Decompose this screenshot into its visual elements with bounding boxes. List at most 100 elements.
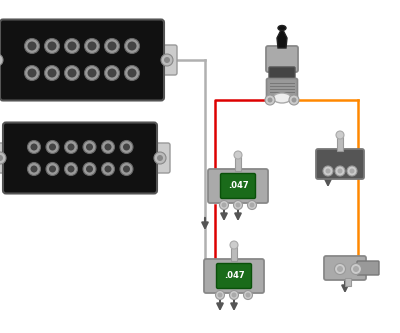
FancyBboxPatch shape: [0, 143, 10, 173]
Circle shape: [24, 66, 40, 81]
Circle shape: [108, 42, 116, 51]
Circle shape: [28, 163, 40, 175]
Circle shape: [102, 141, 114, 154]
Circle shape: [104, 39, 120, 54]
Circle shape: [289, 95, 299, 105]
Circle shape: [128, 42, 136, 51]
Circle shape: [123, 166, 130, 172]
FancyBboxPatch shape: [157, 45, 177, 75]
FancyBboxPatch shape: [0, 45, 7, 75]
Circle shape: [104, 144, 112, 151]
FancyBboxPatch shape: [3, 123, 157, 193]
Circle shape: [338, 168, 342, 173]
FancyBboxPatch shape: [216, 263, 252, 288]
Circle shape: [230, 241, 238, 249]
Circle shape: [123, 144, 130, 151]
Circle shape: [88, 42, 96, 51]
Bar: [231, 245, 237, 261]
Circle shape: [84, 39, 100, 54]
Polygon shape: [277, 28, 287, 48]
FancyBboxPatch shape: [266, 46, 298, 72]
Circle shape: [64, 66, 80, 81]
Text: .047: .047: [224, 271, 244, 280]
FancyBboxPatch shape: [357, 261, 379, 275]
FancyBboxPatch shape: [150, 143, 170, 173]
Circle shape: [350, 263, 362, 274]
FancyBboxPatch shape: [208, 169, 268, 203]
Circle shape: [336, 131, 344, 139]
Circle shape: [124, 66, 140, 81]
Ellipse shape: [273, 93, 291, 103]
FancyBboxPatch shape: [204, 259, 264, 293]
Circle shape: [64, 163, 78, 175]
Circle shape: [334, 263, 346, 274]
Circle shape: [48, 42, 56, 51]
Circle shape: [68, 144, 74, 151]
Circle shape: [0, 54, 3, 66]
Circle shape: [268, 98, 272, 103]
Circle shape: [292, 98, 296, 103]
Circle shape: [49, 144, 56, 151]
FancyBboxPatch shape: [316, 149, 364, 179]
Circle shape: [84, 66, 100, 81]
Circle shape: [124, 39, 140, 54]
Circle shape: [337, 266, 343, 272]
Circle shape: [88, 69, 96, 78]
FancyBboxPatch shape: [324, 256, 366, 280]
Bar: [337, 135, 343, 151]
Circle shape: [108, 69, 116, 78]
Circle shape: [236, 202, 240, 207]
Circle shape: [250, 202, 254, 207]
Circle shape: [44, 66, 60, 81]
Circle shape: [218, 292, 222, 297]
Circle shape: [244, 290, 252, 299]
Circle shape: [265, 95, 275, 105]
Circle shape: [24, 39, 40, 54]
FancyBboxPatch shape: [266, 79, 298, 98]
FancyBboxPatch shape: [0, 20, 164, 101]
Bar: [345, 278, 351, 286]
Circle shape: [120, 163, 133, 175]
Circle shape: [222, 202, 226, 207]
Circle shape: [104, 166, 112, 172]
Circle shape: [44, 39, 60, 54]
Circle shape: [128, 69, 136, 78]
Circle shape: [28, 69, 36, 78]
Circle shape: [0, 152, 6, 164]
Circle shape: [104, 66, 120, 81]
Circle shape: [120, 141, 133, 154]
Circle shape: [49, 166, 56, 172]
Ellipse shape: [278, 26, 286, 31]
Circle shape: [102, 163, 114, 175]
Circle shape: [48, 69, 56, 78]
Circle shape: [248, 200, 256, 209]
Circle shape: [323, 166, 333, 176]
Circle shape: [30, 166, 38, 172]
Circle shape: [246, 292, 250, 297]
Text: .047: .047: [228, 181, 248, 190]
Circle shape: [230, 290, 238, 299]
Circle shape: [64, 39, 80, 54]
Circle shape: [232, 292, 236, 297]
Circle shape: [0, 155, 3, 161]
Circle shape: [46, 141, 59, 154]
Circle shape: [353, 266, 359, 272]
Circle shape: [164, 57, 170, 63]
Circle shape: [86, 166, 93, 172]
Circle shape: [161, 54, 173, 66]
Circle shape: [30, 144, 38, 151]
Circle shape: [68, 42, 76, 51]
Circle shape: [68, 69, 76, 78]
Circle shape: [350, 168, 354, 173]
Circle shape: [234, 200, 242, 209]
Circle shape: [157, 155, 163, 161]
FancyBboxPatch shape: [220, 173, 256, 198]
Circle shape: [220, 200, 228, 209]
Circle shape: [83, 163, 96, 175]
Circle shape: [83, 141, 96, 154]
Circle shape: [28, 141, 40, 154]
Circle shape: [46, 163, 59, 175]
Circle shape: [154, 152, 166, 164]
Circle shape: [216, 290, 224, 299]
Circle shape: [86, 144, 93, 151]
